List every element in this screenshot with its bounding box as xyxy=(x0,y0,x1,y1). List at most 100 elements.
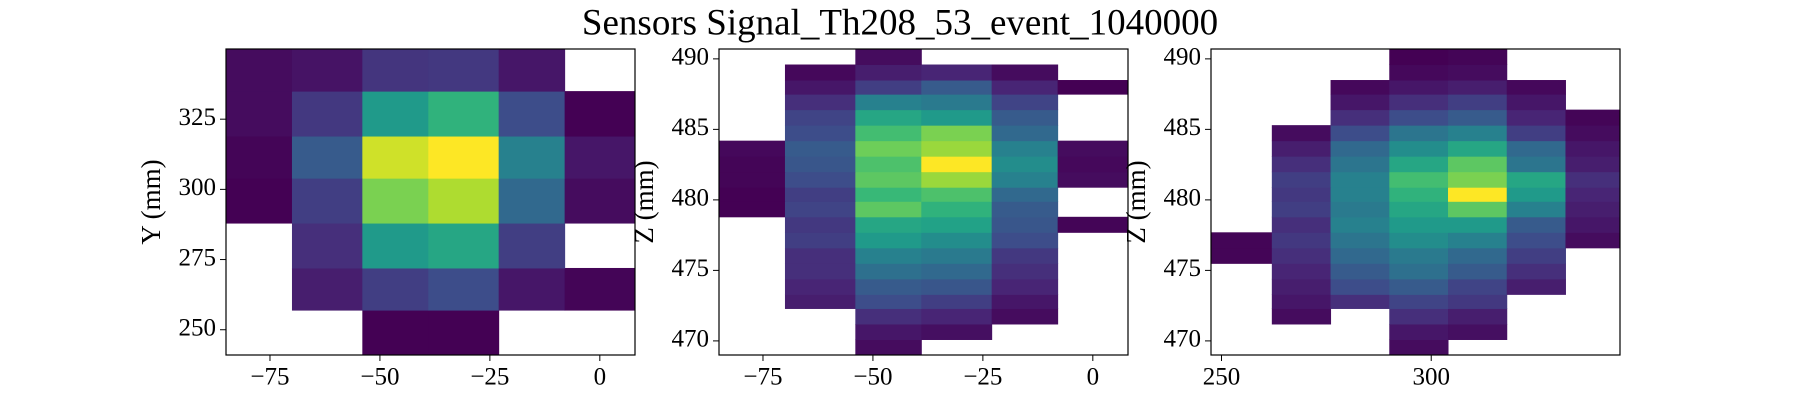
heatmap-cell xyxy=(1389,294,1449,309)
heatmap-cell xyxy=(991,232,1059,249)
heatmap-cell xyxy=(1211,247,1273,264)
heatmap-cell xyxy=(1057,156,1129,173)
heatmap-cell xyxy=(498,91,566,137)
heatmap-cell xyxy=(1330,94,1390,111)
heatmap-cell xyxy=(1389,140,1449,157)
heatmap-cell xyxy=(1271,125,1332,142)
heatmap-cell xyxy=(784,278,856,295)
heatmap-cell xyxy=(498,178,566,224)
heatmap-cell xyxy=(1389,216,1449,233)
heatmap-cell xyxy=(1448,216,1508,233)
heatmap-cell xyxy=(1211,232,1273,249)
heatmap-cell xyxy=(226,136,293,179)
heatmap-cell xyxy=(564,91,636,137)
heatmap-cell xyxy=(1271,263,1332,280)
y-tick-label: 470 xyxy=(672,326,710,353)
heatmap-cell xyxy=(291,91,363,137)
y-axis-label: Z (mm) xyxy=(1121,160,1151,243)
heatmap-cell xyxy=(855,263,922,280)
heatmap-cell xyxy=(855,109,922,126)
heatmap-cell xyxy=(1565,216,1621,233)
heatmap-cell xyxy=(1448,125,1508,142)
heatmap-cell xyxy=(784,156,856,173)
y-tick-label: 275 xyxy=(179,244,217,271)
heatmap-cell xyxy=(1506,109,1566,126)
heatmap-cell xyxy=(991,109,1059,126)
heatmap-cell xyxy=(1330,80,1390,95)
heatmap-cell xyxy=(1330,247,1390,264)
heatmap-cell xyxy=(1271,216,1332,233)
x-tick-label: −25 xyxy=(470,364,509,391)
heatmap-cell xyxy=(428,136,500,179)
y-tick-label: 250 xyxy=(179,314,217,341)
heatmap-cell xyxy=(362,310,429,356)
heatmap-cell xyxy=(921,80,993,95)
heatmap-cell xyxy=(855,171,922,188)
y-tick-label: 485 xyxy=(1164,114,1202,141)
y-tick-label: 470 xyxy=(1164,326,1202,353)
x-tick-label: 300 xyxy=(1412,364,1450,391)
heatmap-cell xyxy=(226,178,293,224)
heatmap-cell xyxy=(1448,263,1508,280)
heatmap-cell xyxy=(1448,64,1508,81)
heatmap-cell xyxy=(784,263,856,280)
heatmap-cell xyxy=(1330,125,1390,142)
heatmap-cell xyxy=(991,294,1059,309)
heatmap-cell xyxy=(921,109,993,126)
heatmap-cell xyxy=(784,80,856,95)
heatmap-cell xyxy=(855,216,922,233)
heatmap-cell xyxy=(362,223,429,269)
heatmap-cell xyxy=(1565,140,1621,157)
heatmap-cell xyxy=(1330,187,1390,202)
heatmap-cell xyxy=(991,247,1059,264)
heatmap-cell xyxy=(362,49,429,92)
heatmap-cell xyxy=(719,187,786,202)
heatmap-cell xyxy=(1330,294,1390,309)
x-tick-label: −25 xyxy=(963,364,1002,391)
heatmap-cell xyxy=(1389,232,1449,249)
heatmap-cell xyxy=(428,310,500,356)
heatmap-cell xyxy=(428,267,500,311)
heatmap-cell xyxy=(1389,187,1449,202)
heatmap-cell xyxy=(362,178,429,224)
heatmap-cell xyxy=(1565,201,1621,218)
heatmap-cell xyxy=(921,94,993,111)
heatmap-cell xyxy=(991,156,1059,173)
heatmap-cell xyxy=(1271,171,1332,188)
heatmap-cell xyxy=(1565,156,1621,173)
heatmap-cell xyxy=(1271,232,1332,249)
heatmap-cell xyxy=(1271,140,1332,157)
heatmap-cell xyxy=(1389,80,1449,95)
heatmap-cell xyxy=(1330,140,1390,157)
y-tick-label: 325 xyxy=(179,104,217,131)
y-tick-label: 475 xyxy=(672,255,710,282)
heatmap-cell xyxy=(784,64,856,81)
heatmap-cell xyxy=(498,223,566,269)
heatmap-cell xyxy=(991,278,1059,295)
heatmap-cell xyxy=(1330,232,1390,249)
heatmap-cell xyxy=(921,140,993,157)
heatmap-cell xyxy=(1057,216,1129,233)
heatmap-cell xyxy=(784,187,856,202)
heatmap-cell xyxy=(1389,278,1449,295)
heatmap-cell xyxy=(1448,232,1508,249)
heatmap-cell xyxy=(1389,323,1449,340)
heatmap-cell xyxy=(855,156,922,173)
heatmap-cell xyxy=(1448,80,1508,95)
heatmap-cell xyxy=(362,91,429,137)
x-tick-label: −75 xyxy=(743,364,782,391)
heatmap-cell xyxy=(564,136,636,179)
heatmap-cell xyxy=(991,187,1059,202)
plot-frame xyxy=(1210,48,1621,356)
heatmap-cell xyxy=(784,201,856,218)
heatmap-cell xyxy=(855,64,922,81)
heatmap-cell xyxy=(784,140,856,157)
x-tick-label: 0 xyxy=(1087,364,1100,391)
heatmap-cell xyxy=(1565,125,1621,142)
heatmap-cell xyxy=(1448,278,1508,295)
heatmap-cell xyxy=(362,136,429,179)
heatmap-cell xyxy=(1271,294,1332,309)
heatmap-cell xyxy=(1389,109,1449,126)
heatmap-panel: −75 −50 −25 0 250 275 300 325 Y (mm) xyxy=(136,48,636,391)
